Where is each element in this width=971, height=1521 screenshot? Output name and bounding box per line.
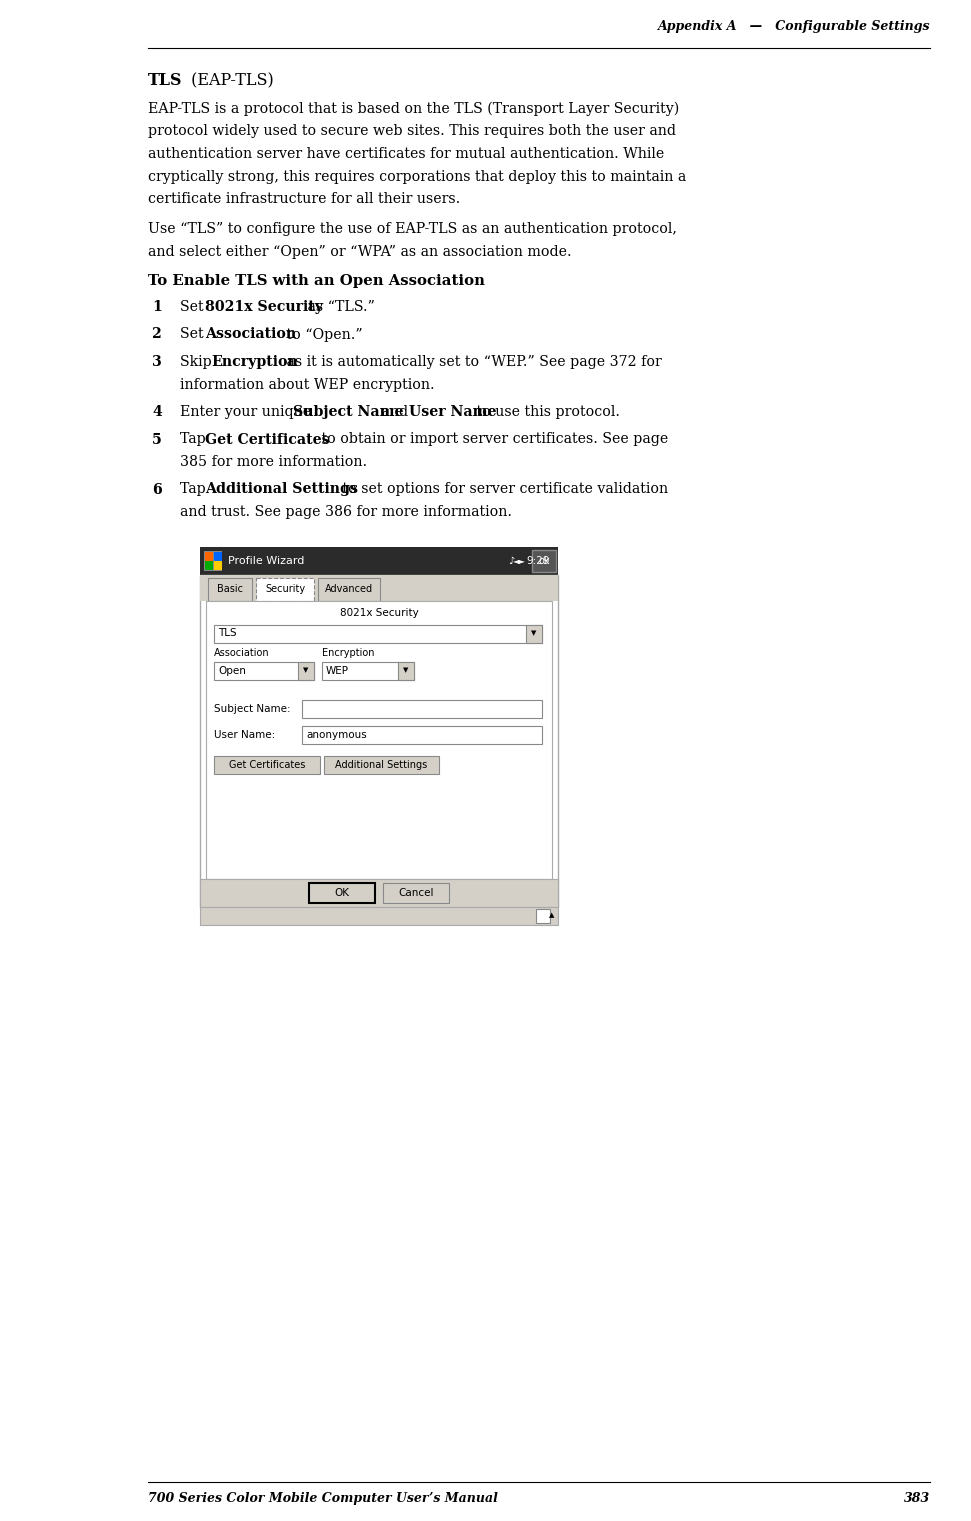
Text: Get Certificates: Get Certificates — [229, 759, 305, 770]
Text: EAP-TLS is a protocol that is based on the TLS (Transport Layer Security): EAP-TLS is a protocol that is based on t… — [148, 102, 680, 117]
Text: 3: 3 — [152, 354, 162, 370]
Text: cryptically strong, this requires corporations that deploy this to maintain a: cryptically strong, this requires corpor… — [148, 169, 686, 184]
Text: 4: 4 — [152, 405, 162, 418]
Text: to obtain or import server certificates. See page: to obtain or import server certificates.… — [318, 432, 668, 447]
Text: to set options for server certificate validation: to set options for server certificate va… — [338, 482, 668, 496]
Bar — [200, 575, 558, 907]
Text: Skip: Skip — [180, 354, 217, 370]
Text: Open: Open — [218, 666, 246, 675]
Text: information about WEP encryption.: information about WEP encryption. — [180, 377, 435, 391]
Bar — [214, 552, 222, 561]
Bar — [200, 879, 558, 907]
Bar — [214, 756, 320, 774]
Text: Profile Wizard: Profile Wizard — [228, 555, 304, 566]
Bar — [205, 552, 213, 561]
Text: Cancel: Cancel — [398, 887, 434, 897]
Bar — [324, 756, 439, 774]
Text: protocol widely used to secure web sites. This requires both the user and: protocol widely used to secure web sites… — [148, 125, 676, 138]
Text: Subject Name:: Subject Name: — [214, 704, 290, 713]
Text: Encryption: Encryption — [212, 354, 298, 370]
Text: ▲: ▲ — [549, 913, 554, 919]
Bar — [536, 908, 550, 923]
Bar — [214, 662, 314, 680]
Text: Set: Set — [180, 300, 208, 313]
Text: Security: Security — [265, 584, 305, 595]
Text: ok: ok — [538, 555, 550, 566]
Text: Enter your unique: Enter your unique — [180, 405, 316, 418]
Text: Association: Association — [214, 648, 270, 659]
Bar — [526, 625, 542, 642]
Text: 383: 383 — [904, 1492, 930, 1504]
Text: anonymous: anonymous — [306, 730, 367, 739]
Text: Association: Association — [205, 327, 296, 342]
Text: and select either “Open” or “WPA” as an association mode.: and select either “Open” or “WPA” as an … — [148, 245, 572, 259]
Text: ▼: ▼ — [403, 668, 409, 674]
Text: 6: 6 — [152, 482, 162, 496]
Bar — [302, 700, 542, 718]
Bar — [200, 575, 558, 601]
Bar — [322, 662, 414, 680]
Text: Appendix A   —   Configurable Settings: Appendix A — Configurable Settings — [657, 20, 930, 33]
Text: Additional Settings: Additional Settings — [205, 482, 358, 496]
Text: TLS: TLS — [148, 71, 183, 90]
Text: 5: 5 — [152, 432, 162, 447]
Text: OK: OK — [334, 887, 350, 897]
Text: certificate infrastructure for all their users.: certificate infrastructure for all their… — [148, 192, 460, 205]
Text: Get Certificates: Get Certificates — [205, 432, 330, 447]
Text: 2: 2 — [152, 327, 162, 342]
Text: TLS: TLS — [218, 628, 237, 639]
Bar — [208, 578, 252, 601]
Bar — [318, 578, 380, 601]
Text: to use this protocol.: to use this protocol. — [472, 405, 619, 418]
Bar — [214, 561, 222, 569]
Bar — [398, 662, 414, 680]
Text: User Name:: User Name: — [214, 730, 275, 739]
Text: ◄►: ◄► — [513, 557, 526, 564]
Bar — [383, 882, 449, 902]
Bar — [302, 726, 542, 744]
Bar — [205, 561, 213, 569]
Bar — [200, 546, 558, 575]
Bar — [206, 601, 552, 879]
Text: WEP: WEP — [326, 666, 349, 675]
Text: Encryption: Encryption — [322, 648, 375, 659]
Bar — [298, 662, 314, 680]
Text: as “TLS.”: as “TLS.” — [303, 300, 375, 313]
Text: 1: 1 — [152, 300, 162, 313]
Text: To Enable TLS with an Open Association: To Enable TLS with an Open Association — [148, 274, 485, 287]
Text: and trust. See page 386 for more information.: and trust. See page 386 for more informa… — [180, 505, 512, 519]
Text: 9:29: 9:29 — [526, 555, 550, 566]
Bar — [200, 907, 558, 925]
Text: as it is automatically set to “WEP.” See page 372 for: as it is automatically set to “WEP.” See… — [282, 354, 661, 370]
Text: to “Open.”: to “Open.” — [283, 327, 363, 342]
Bar — [532, 549, 556, 572]
Text: Subject Name: Subject Name — [293, 405, 404, 418]
Text: Basic: Basic — [217, 584, 243, 595]
Text: 8021x Security: 8021x Security — [340, 608, 419, 619]
Bar — [204, 551, 222, 570]
Text: 8021x Security: 8021x Security — [205, 300, 323, 313]
Bar — [309, 882, 375, 902]
Text: Tap: Tap — [180, 432, 211, 447]
Bar — [256, 578, 314, 601]
Text: Additional Settings: Additional Settings — [335, 759, 427, 770]
Text: ♪: ♪ — [508, 555, 514, 566]
Text: 385 for more information.: 385 for more information. — [180, 455, 367, 468]
Text: Tap: Tap — [180, 482, 211, 496]
Text: Advanced: Advanced — [325, 584, 373, 595]
Text: Set: Set — [180, 327, 208, 342]
Text: ▼: ▼ — [303, 668, 309, 674]
Text: authentication server have certificates for mutual authentication. While: authentication server have certificates … — [148, 148, 664, 161]
Text: (EAP-TLS): (EAP-TLS) — [186, 71, 274, 90]
Text: 700 Series Color Mobile Computer User’s Manual: 700 Series Color Mobile Computer User’s … — [148, 1492, 498, 1504]
Text: ▼: ▼ — [531, 631, 537, 636]
Text: and: and — [378, 405, 413, 418]
Text: Use “TLS” to configure the use of EAP-TLS as an authentication protocol,: Use “TLS” to configure the use of EAP-TL… — [148, 222, 677, 236]
Bar — [214, 625, 542, 642]
Text: User Name: User Name — [409, 405, 496, 418]
